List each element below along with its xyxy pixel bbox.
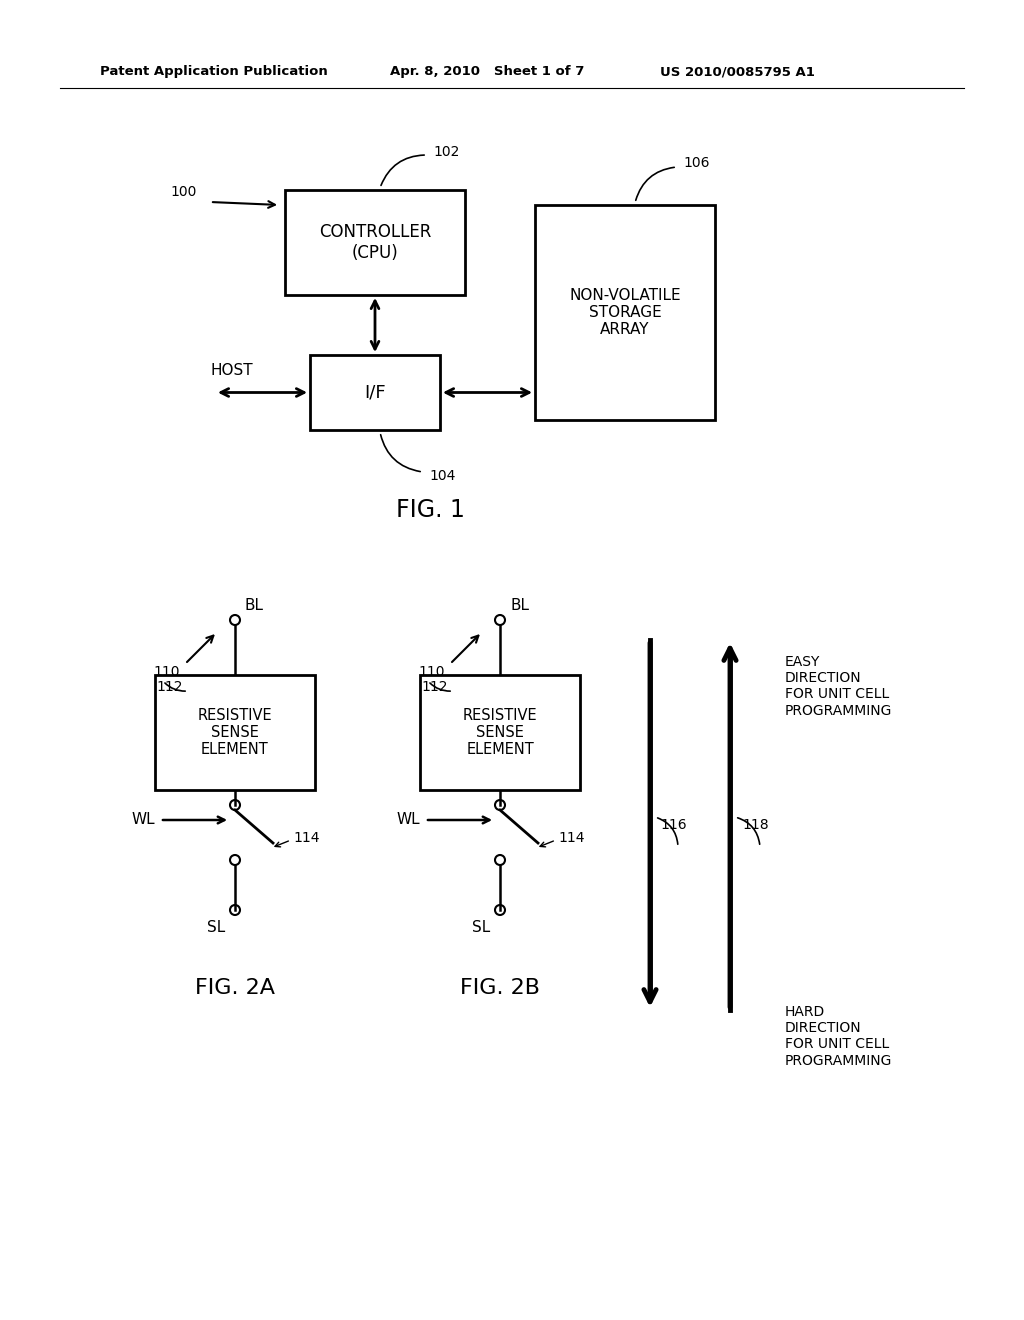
Bar: [535, 205, 715, 420]
Text: 112: 112: [422, 680, 449, 694]
Text: 110: 110: [419, 665, 445, 678]
Text: HOST: HOST: [210, 363, 253, 378]
Text: 110: 110: [154, 665, 180, 678]
Text: FIG. 2B: FIG. 2B: [460, 978, 540, 998]
Bar: [285, 190, 465, 294]
Text: FIG. 1: FIG. 1: [395, 498, 465, 521]
Text: 118: 118: [742, 818, 769, 832]
Text: FIG. 2A: FIG. 2A: [195, 978, 275, 998]
Text: HARD
DIRECTION
FOR UNIT CELL
PROGRAMMING: HARD DIRECTION FOR UNIT CELL PROGRAMMING: [785, 1005, 892, 1068]
Text: 100: 100: [170, 185, 197, 199]
Bar: [310, 355, 440, 430]
Text: BL: BL: [245, 598, 264, 614]
Text: WL: WL: [131, 813, 155, 828]
Text: RESISTIVE
SENSE
ELEMENT: RESISTIVE SENSE ELEMENT: [463, 708, 538, 758]
Bar: [155, 675, 315, 789]
Text: RESISTIVE
SENSE
ELEMENT: RESISTIVE SENSE ELEMENT: [198, 708, 272, 758]
Text: BL: BL: [510, 598, 529, 614]
Text: Patent Application Publication: Patent Application Publication: [100, 66, 328, 78]
Text: Apr. 8, 2010   Sheet 1 of 7: Apr. 8, 2010 Sheet 1 of 7: [390, 66, 585, 78]
Text: SL: SL: [207, 920, 225, 936]
Text: 114: 114: [558, 832, 585, 845]
Text: 102: 102: [433, 145, 460, 158]
Text: SL: SL: [472, 920, 490, 936]
Bar: [420, 675, 580, 789]
Text: 104: 104: [429, 469, 456, 483]
Text: 114: 114: [293, 832, 319, 845]
Text: 116: 116: [660, 818, 687, 832]
Text: US 2010/0085795 A1: US 2010/0085795 A1: [660, 66, 815, 78]
Text: NON-VOLATILE
STORAGE
ARRAY: NON-VOLATILE STORAGE ARRAY: [569, 288, 681, 338]
Text: EASY
DIRECTION
FOR UNIT CELL
PROGRAMMING: EASY DIRECTION FOR UNIT CELL PROGRAMMING: [785, 655, 892, 718]
Text: WL: WL: [396, 813, 420, 828]
Text: CONTROLLER
(CPU): CONTROLLER (CPU): [318, 223, 431, 261]
Text: I/F: I/F: [365, 384, 386, 401]
Text: 112: 112: [157, 680, 183, 694]
Text: 106: 106: [683, 156, 710, 170]
